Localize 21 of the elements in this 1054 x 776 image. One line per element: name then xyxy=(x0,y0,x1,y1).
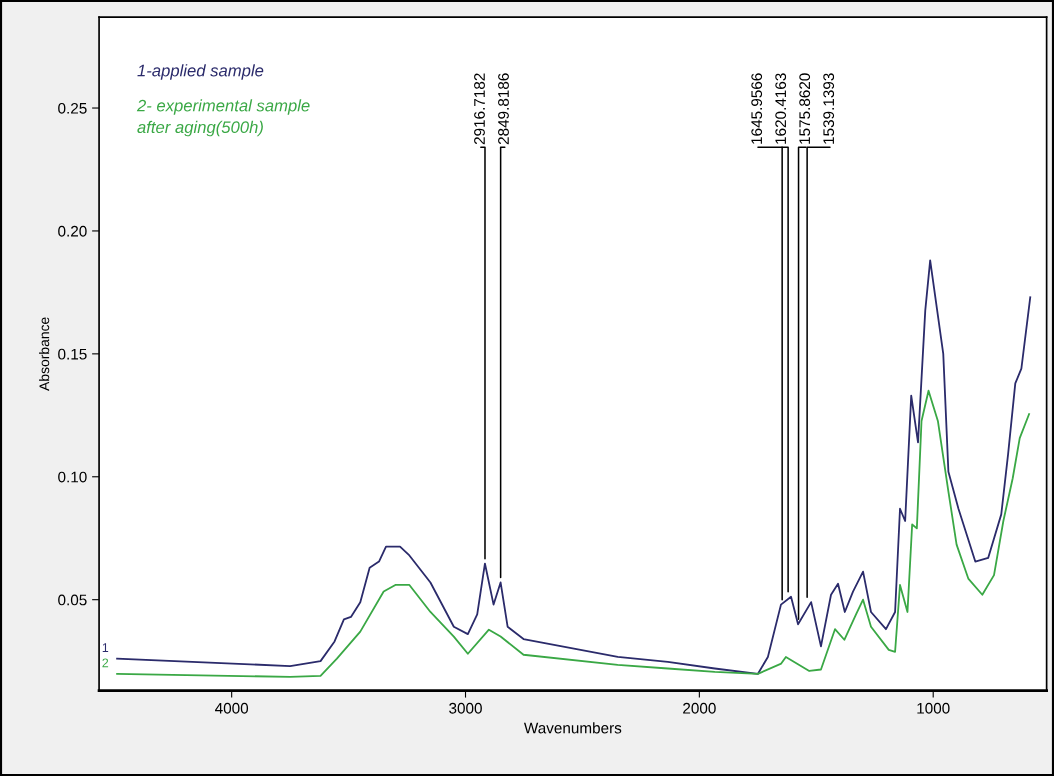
annotation: 1620.4163 xyxy=(775,73,787,144)
x-tick-label: 1000 xyxy=(917,702,950,714)
annotation: 2 xyxy=(102,658,109,668)
annotation: 2916.7182 xyxy=(474,73,485,145)
y-tick-label: 0.25 xyxy=(58,102,87,114)
annotation: 1 xyxy=(102,643,109,652)
annotation: 1645.9566 xyxy=(751,73,763,144)
y-tick-label: 0.15 xyxy=(58,348,87,360)
x-axis-title: Wavenumbers xyxy=(523,722,622,734)
text: 2- experimental sample after aging(500h) xyxy=(136,99,310,137)
y-tick-label: 0.05 xyxy=(58,594,87,606)
annotation: 1539.1393 xyxy=(823,73,835,144)
y-tick-label: 0.20 xyxy=(58,225,87,237)
annotation: 1575.8620 xyxy=(799,73,811,144)
annotation: 2849.8186 xyxy=(498,73,509,145)
x-tick-label: 3000 xyxy=(449,702,482,714)
y-tick-label: 0.10 xyxy=(58,471,87,483)
y-axis-title: Absorbance xyxy=(39,317,50,391)
x-tick-label: 4000 xyxy=(215,702,249,714)
text: 1-applied sample xyxy=(137,64,264,80)
x-tick-label: 2000 xyxy=(683,702,716,714)
